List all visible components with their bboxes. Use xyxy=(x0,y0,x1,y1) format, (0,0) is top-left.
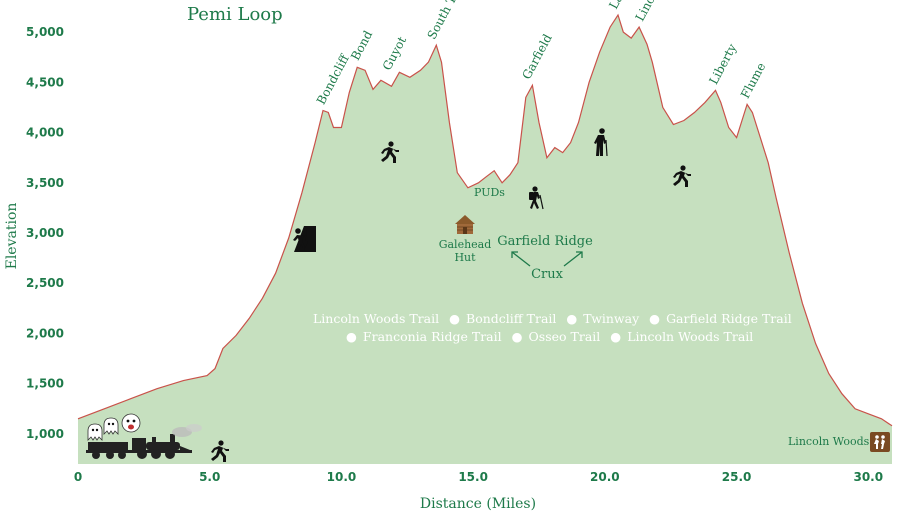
y-tick-label: 1,500 xyxy=(26,377,64,391)
crux-arrows xyxy=(511,251,583,267)
y-tick-label: 2,500 xyxy=(26,276,64,290)
x-tick-label: 15.0 xyxy=(458,470,488,484)
x-tick-label: 5.0 xyxy=(199,470,220,484)
runner-icon xyxy=(673,165,691,187)
trail-list: Lincoln Woods Trail ● Bondcliff Trail ● Tw… xyxy=(313,311,792,344)
trail-name: Garfield Ridge Trail xyxy=(666,311,792,326)
trail-name: Osseo Trail xyxy=(529,329,601,344)
elevation-area xyxy=(78,15,892,464)
hiking-sign-icon xyxy=(870,432,890,452)
x-tick-labels: 0 5.0 10.0 15.0 20.0 25.0 30.0 xyxy=(74,470,883,484)
train-icon xyxy=(86,424,202,459)
y-axis-label: Elevation xyxy=(4,203,20,270)
trail-name: Lincoln Woods Trail xyxy=(313,311,439,326)
trail-name: Franconia Ridge Trail xyxy=(363,329,502,344)
trail-name: Bondcliff Trail xyxy=(466,311,556,326)
peak-label: Bond xyxy=(348,28,375,63)
svg-text:Lincoln Woods Trail ●Bon: Lincoln Woods Trail ● Bondcliff Trail ● Tw… xyxy=(313,311,792,326)
x-axis-label: Distance (Miles) xyxy=(420,496,536,512)
y-tick-label: 2,000 xyxy=(26,326,64,340)
y-tick-label: 4,500 xyxy=(26,75,64,89)
runner-icon xyxy=(211,440,229,462)
peak-label: Liberty xyxy=(706,41,739,87)
crux-label: Crux xyxy=(531,267,564,282)
hut-label-line2: Hut xyxy=(454,251,476,264)
ghost-icon xyxy=(121,413,141,433)
end-label: Lincoln Woods xyxy=(788,435,870,448)
hiker-icon xyxy=(529,186,544,210)
elevation-line xyxy=(77,13,893,427)
hut-icon xyxy=(455,215,475,234)
peak-label: South Twin xyxy=(425,0,470,42)
y-tick-label: 4,000 xyxy=(26,126,64,140)
y-tick-label: 1,000 xyxy=(26,427,64,441)
trail-name: Twinway xyxy=(583,311,640,326)
x-tick-label: 0 xyxy=(74,470,82,484)
x-tick-label: 10.0 xyxy=(327,470,357,484)
peak-label: Bondcliff xyxy=(314,51,353,107)
trail-name: Lincoln Woods Trail xyxy=(627,329,753,344)
puds-label: PUDs xyxy=(474,186,505,199)
hiker-pole-icon xyxy=(594,128,608,157)
peak-label: Garfield xyxy=(519,32,555,82)
y-tick-labels: 1,000 1,500 2,000 2,500 3,000 3,500 4,000 4,500… xyxy=(26,25,64,441)
runner-icon xyxy=(381,141,399,163)
x-tick-label: 25.0 xyxy=(722,470,752,484)
ghost-icon xyxy=(103,417,119,435)
svg-text:●Franconia Ridge Trail ●: ● Franconia Ridge Trail ● Osseo Trail ● Lin… xyxy=(346,329,753,344)
x-tick-label: 20.0 xyxy=(590,470,620,484)
peak-label: Guyot xyxy=(380,34,409,73)
climber-icon xyxy=(293,226,316,252)
peak-label: Flume xyxy=(738,60,768,100)
x-tick-label: 30.0 xyxy=(853,470,883,484)
peak-label: Lincoln xyxy=(633,0,667,24)
chart-title: Pemi Loop xyxy=(187,4,283,25)
garfield-ridge-label: Garfield Ridge xyxy=(497,234,593,249)
y-tick-label: 5,000 xyxy=(26,25,64,39)
ghost-icon xyxy=(87,423,103,441)
y-tick-label: 3,500 xyxy=(26,176,64,190)
hut-label-line1: Galehead xyxy=(439,238,492,251)
y-tick-label: 3,000 xyxy=(26,226,64,240)
